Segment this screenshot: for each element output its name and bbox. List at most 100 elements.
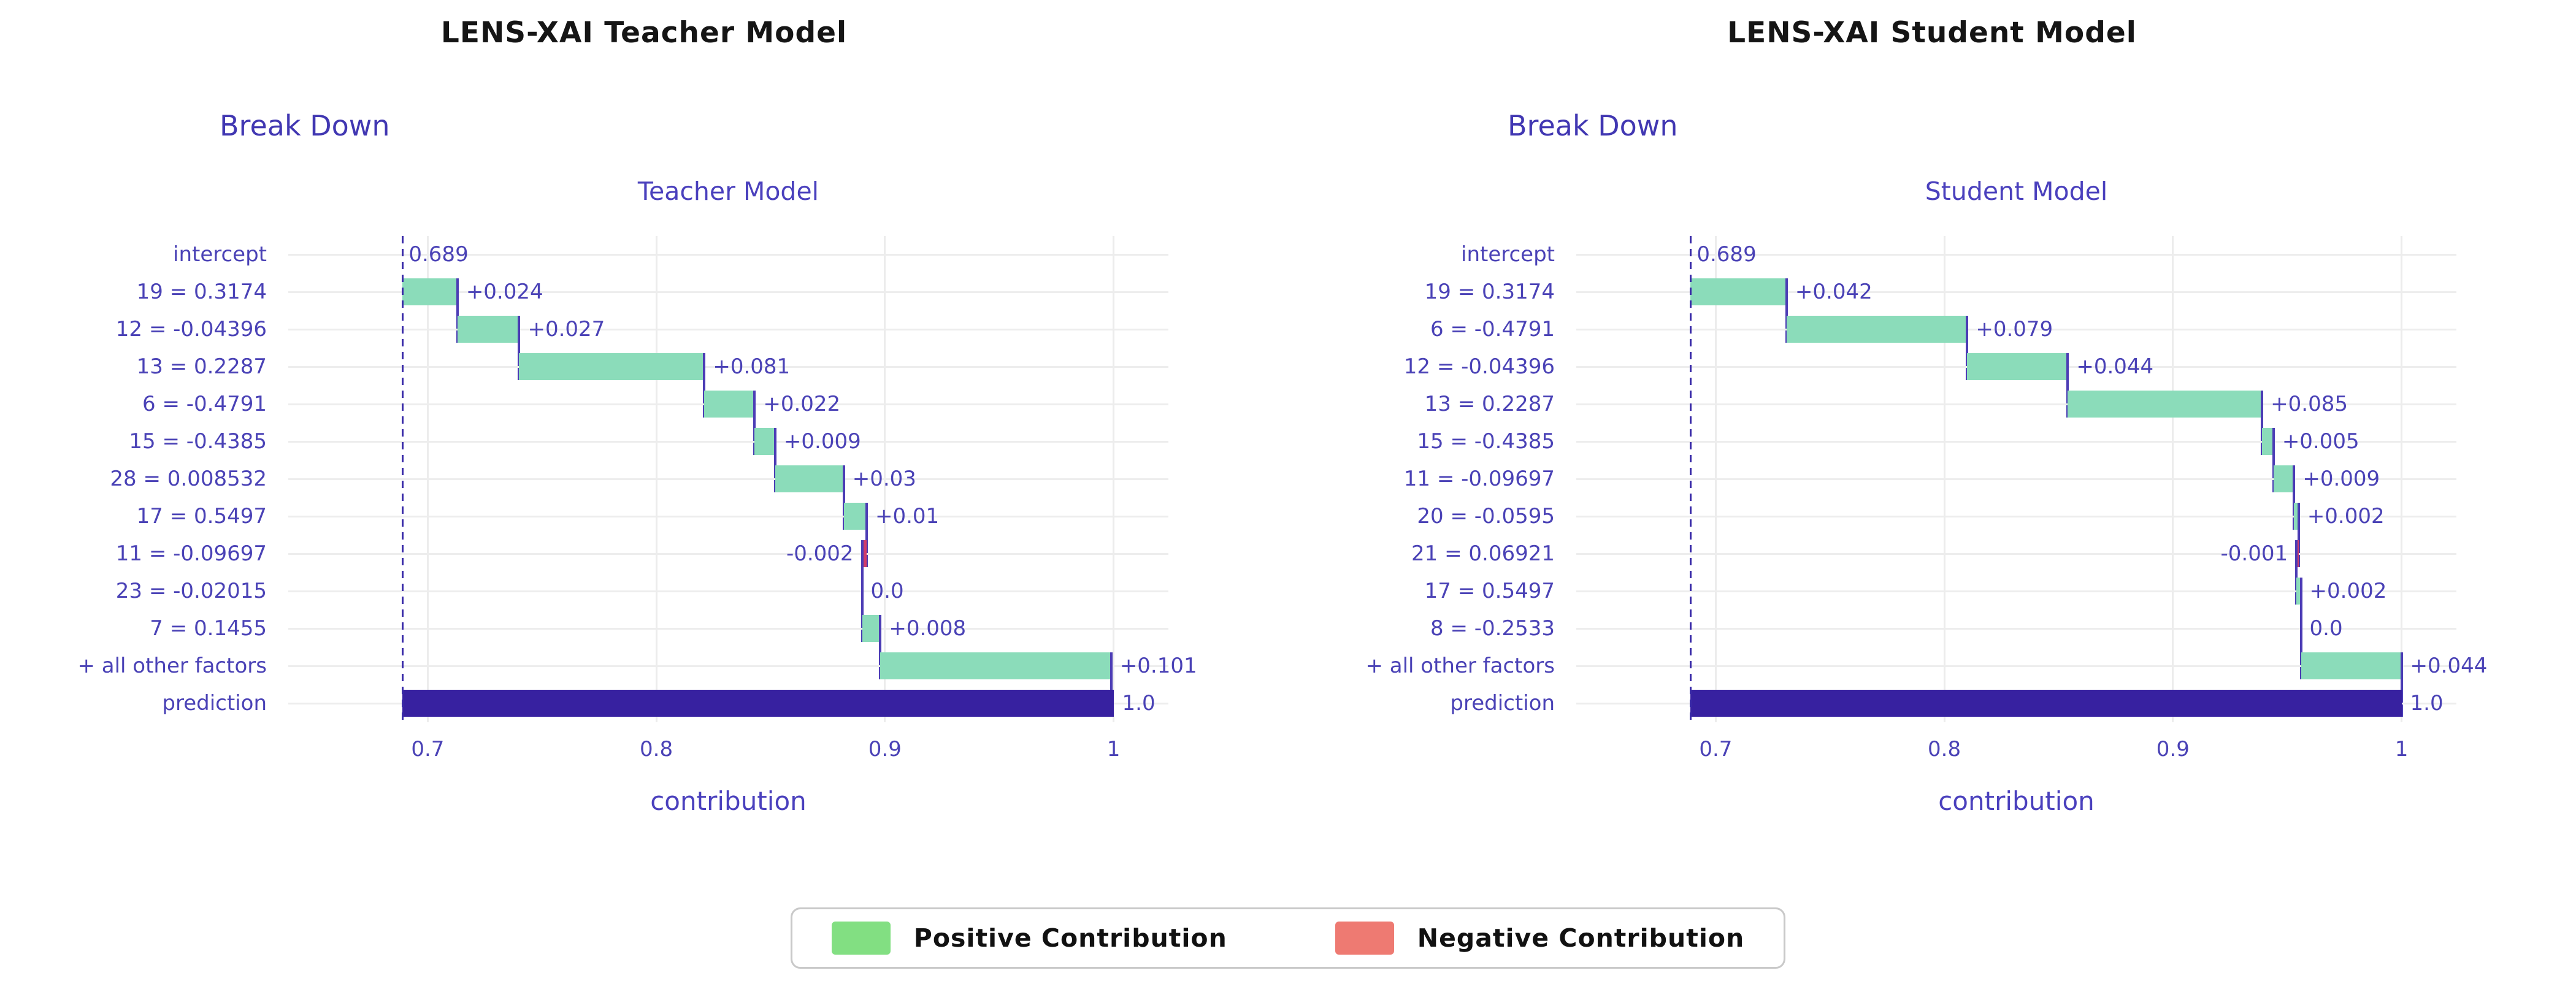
- y-axis-label: 15 = -0.4385: [1417, 429, 1555, 454]
- connector-line: [861, 578, 864, 642]
- connector-line: [2299, 615, 2302, 679]
- y-axis-label: 12 = -0.04396: [115, 317, 267, 342]
- value-label: +0.044: [2410, 654, 2488, 678]
- value-label: +0.03: [852, 467, 916, 491]
- intercept-dashed-line: [1689, 236, 1692, 722]
- connector-line: [2295, 540, 2298, 605]
- value-label: +0.079: [1976, 317, 2053, 342]
- connector-line: [703, 353, 706, 418]
- y-gridline: [288, 291, 1168, 293]
- legend-box: Positive Contribution Negative Contribut…: [790, 907, 1786, 969]
- value-label: +0.009: [2302, 467, 2380, 491]
- value-label: -0.001: [2220, 541, 2288, 566]
- student-waterfall-plot: 0.7 0.8 0.9 1 intercept 0.689 19 = 0.3174 +0.04…: [1365, 236, 2487, 762]
- waterfall-bar: [2262, 428, 2274, 455]
- y-gridline: [288, 590, 1168, 592]
- y-axis-label: 13 = 0.2287: [1424, 392, 1555, 416]
- connector-line: [753, 391, 756, 455]
- connector-line: [2297, 503, 2300, 567]
- y-gridline: [1576, 403, 2456, 405]
- student-plot-title: Student Model: [1925, 177, 2108, 206]
- y-axis-label: 11 = -0.09697: [1403, 467, 1555, 491]
- y-gridline: [1576, 329, 2456, 330]
- teacher-panel-title: LENS-XAI Teacher Model: [440, 16, 848, 50]
- waterfall-bar: [1967, 353, 2068, 380]
- value-label: +0.005: [2282, 429, 2359, 454]
- connector-line: [2299, 578, 2302, 642]
- value-label: +0.101: [1119, 654, 1197, 678]
- value-label: +0.002: [2307, 504, 2385, 529]
- value-label: +0.024: [466, 280, 543, 304]
- student-model-panel: LENS-XAI Student Model Break Down Studen…: [1288, 0, 2576, 895]
- connector-line: [773, 428, 776, 492]
- x-tick-label: 1: [1106, 737, 1121, 762]
- y-gridline: [1576, 441, 2456, 443]
- waterfall-bar: [862, 540, 867, 567]
- waterfall-bar: [704, 391, 755, 418]
- y-gridline: [288, 478, 1168, 480]
- value-label: +0.008: [889, 616, 967, 641]
- y-axis-label: 19 = 0.3174: [1424, 280, 1555, 304]
- y-axis-label: 11 = -0.09697: [115, 541, 267, 566]
- y-gridline: [1576, 478, 2456, 480]
- connector-line: [1110, 652, 1113, 717]
- student-x-axis-label: contribution: [1938, 786, 2095, 816]
- x-tick-label: 0.8: [640, 737, 673, 762]
- legend-item-negative: Negative Contribution: [1335, 922, 1744, 955]
- teacher-model-panel: LENS-XAI Teacher Model Break Down Teache…: [0, 0, 1288, 895]
- waterfall-bar: [457, 316, 519, 343]
- connector-line: [456, 278, 459, 343]
- waterfall-bar: [2296, 578, 2301, 605]
- waterfall-bar: [775, 465, 844, 492]
- waterfall-bar: [2068, 391, 2263, 418]
- x-tick-label: 0.9: [868, 737, 902, 762]
- legend: Positive Contribution Negative Contribut…: [0, 907, 2576, 969]
- value-label: -0.002: [786, 541, 854, 566]
- teacher-plot-title: Teacher Model: [637, 177, 819, 206]
- y-gridline: [288, 665, 1168, 667]
- waterfall-bar: [402, 690, 1114, 717]
- value-label: +0.081: [713, 354, 791, 379]
- y-axis-label: 17 = 0.5497: [1424, 579, 1555, 603]
- value-label: +0.022: [763, 392, 841, 416]
- value-label: 0.689: [408, 242, 469, 267]
- connector-line: [2400, 652, 2403, 717]
- positive-contribution-label: Positive Contribution: [913, 923, 1227, 953]
- connector-line: [2261, 391, 2264, 455]
- y-axis-label: 23 = -0.02015: [115, 579, 267, 603]
- y-gridline: [1576, 665, 2456, 667]
- connector-line: [1966, 316, 1969, 380]
- y-gridline: [288, 366, 1168, 368]
- student-panel-title: LENS-XAI Student Model: [1727, 16, 2137, 50]
- waterfall-bar: [2301, 652, 2402, 679]
- positive-contribution-swatch: [831, 922, 891, 955]
- intercept-dashed-line: [401, 236, 404, 722]
- negative-contribution-swatch: [1335, 922, 1394, 955]
- y-axis-label: 21 = 0.06921: [1411, 541, 1555, 566]
- student-breakdown-subtitle: Break Down: [1508, 109, 1678, 142]
- value-label: 0.0: [2309, 616, 2343, 641]
- waterfall-bar: [862, 615, 881, 642]
- y-gridline: [288, 516, 1168, 517]
- waterfall-bar: [1786, 316, 1968, 343]
- y-gridline: [288, 329, 1168, 330]
- connector-line: [879, 615, 882, 679]
- y-gridline: [1576, 553, 2456, 555]
- y-axis-label: prediction: [1450, 691, 1555, 716]
- value-label: +0.044: [2076, 354, 2154, 379]
- value-label: 0.0: [870, 579, 904, 603]
- x-tick-label: 0.7: [1699, 737, 1733, 762]
- y-axis-label: 8 = -0.2533: [1430, 616, 1555, 641]
- connector-line: [861, 540, 864, 605]
- connector-line: [2272, 428, 2275, 492]
- x-tick-label: 0.7: [411, 737, 445, 762]
- y-gridline: [1576, 590, 2456, 592]
- value-label: 0.689: [1696, 242, 1757, 267]
- waterfall-bar: [519, 353, 705, 380]
- y-gridline: [1576, 291, 2456, 293]
- value-label: 1.0: [2410, 691, 2444, 716]
- y-axis-label: 15 = -0.4385: [129, 429, 267, 454]
- y-gridline: [1576, 516, 2456, 517]
- y-axis-label: 20 = -0.0595: [1417, 504, 1555, 529]
- waterfall-bar: [1690, 278, 1787, 305]
